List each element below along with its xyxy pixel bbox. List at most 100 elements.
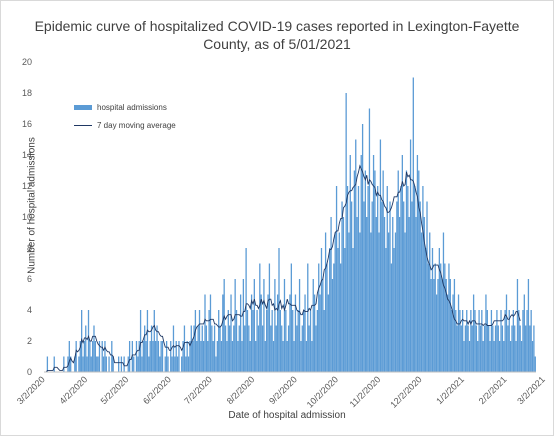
bar — [486, 310, 488, 372]
bar — [245, 248, 247, 372]
bar — [452, 294, 454, 372]
bar — [118, 356, 120, 372]
bar — [335, 186, 338, 372]
bar — [353, 170, 356, 372]
bar — [401, 155, 403, 372]
bar — [326, 263, 328, 372]
bar — [405, 170, 408, 372]
bar — [467, 325, 469, 372]
bar — [361, 124, 364, 372]
bar — [493, 341, 495, 372]
bar — [522, 310, 524, 372]
bar — [520, 341, 523, 372]
bar — [505, 294, 508, 372]
bar — [94, 341, 97, 372]
bar — [385, 248, 387, 372]
bar — [349, 155, 351, 372]
bar — [239, 294, 242, 372]
x-tick-label: 3/2/2020 — [15, 374, 47, 406]
bar — [435, 294, 438, 372]
bar — [441, 279, 443, 372]
bar — [259, 263, 261, 372]
bar — [264, 341, 266, 372]
bar — [334, 232, 336, 372]
bar — [311, 341, 313, 372]
bar — [360, 155, 362, 372]
bar — [182, 341, 184, 372]
bar — [518, 310, 520, 372]
bar — [253, 279, 255, 372]
x-tick-label: 2/2/2021 — [477, 374, 509, 406]
bar — [260, 294, 262, 372]
bar — [298, 279, 301, 372]
bar — [363, 201, 365, 372]
bar — [322, 279, 324, 372]
legend-label-admissions: hospital admissions — [97, 103, 167, 112]
bar — [78, 356, 80, 372]
bar — [90, 356, 92, 372]
bar — [128, 341, 131, 372]
bar — [514, 325, 516, 372]
bar — [242, 279, 245, 372]
bar — [300, 341, 302, 372]
bar — [185, 356, 187, 372]
y-tick-label: 2 — [27, 336, 32, 346]
bar — [403, 201, 405, 372]
bar — [304, 294, 306, 372]
legend-swatch-line — [74, 125, 92, 126]
bar — [389, 201, 391, 372]
bar — [359, 232, 361, 372]
bar — [89, 341, 91, 372]
bar — [231, 341, 234, 372]
bar — [412, 77, 414, 372]
bar — [204, 294, 206, 372]
bar — [74, 356, 76, 372]
bar — [437, 279, 439, 372]
x-tick-label: 7/2/2020 — [182, 374, 214, 406]
bar — [123, 356, 125, 372]
bar — [496, 310, 498, 372]
bar — [281, 325, 283, 372]
bar — [98, 341, 101, 372]
bar — [183, 325, 186, 372]
bar — [485, 294, 487, 372]
y-tick-label: 6 — [27, 274, 32, 284]
bar — [149, 341, 151, 372]
bar — [418, 170, 420, 372]
bar — [312, 279, 314, 372]
bar — [227, 310, 229, 372]
bar — [350, 201, 353, 372]
bar — [252, 310, 254, 372]
bar — [91, 341, 94, 372]
bar — [483, 325, 486, 372]
bar — [161, 341, 164, 372]
bar — [459, 310, 461, 372]
bar — [449, 279, 451, 372]
bar — [379, 139, 382, 372]
bar — [430, 279, 432, 372]
bar — [294, 294, 297, 372]
bar — [342, 217, 345, 372]
y-tick-label: 14 — [22, 150, 32, 160]
y-tick-label: 8 — [27, 243, 32, 253]
bar — [142, 341, 144, 372]
bar — [519, 325, 521, 372]
bar — [438, 248, 440, 372]
chart-title-line2: County, as of 5/01/2021 — [203, 36, 351, 52]
bar — [315, 325, 317, 372]
bar — [420, 232, 423, 372]
bar — [101, 341, 103, 372]
bar — [411, 201, 413, 372]
y-tick-label: 20 — [22, 57, 32, 67]
bar — [97, 356, 99, 372]
bar — [87, 310, 90, 372]
bar — [249, 341, 251, 372]
bar — [305, 341, 308, 372]
bar — [344, 248, 346, 372]
bar — [272, 341, 275, 372]
bar — [222, 294, 224, 372]
bar — [233, 325, 235, 372]
bar — [255, 341, 257, 372]
bar — [301, 325, 303, 372]
bar — [488, 325, 490, 372]
